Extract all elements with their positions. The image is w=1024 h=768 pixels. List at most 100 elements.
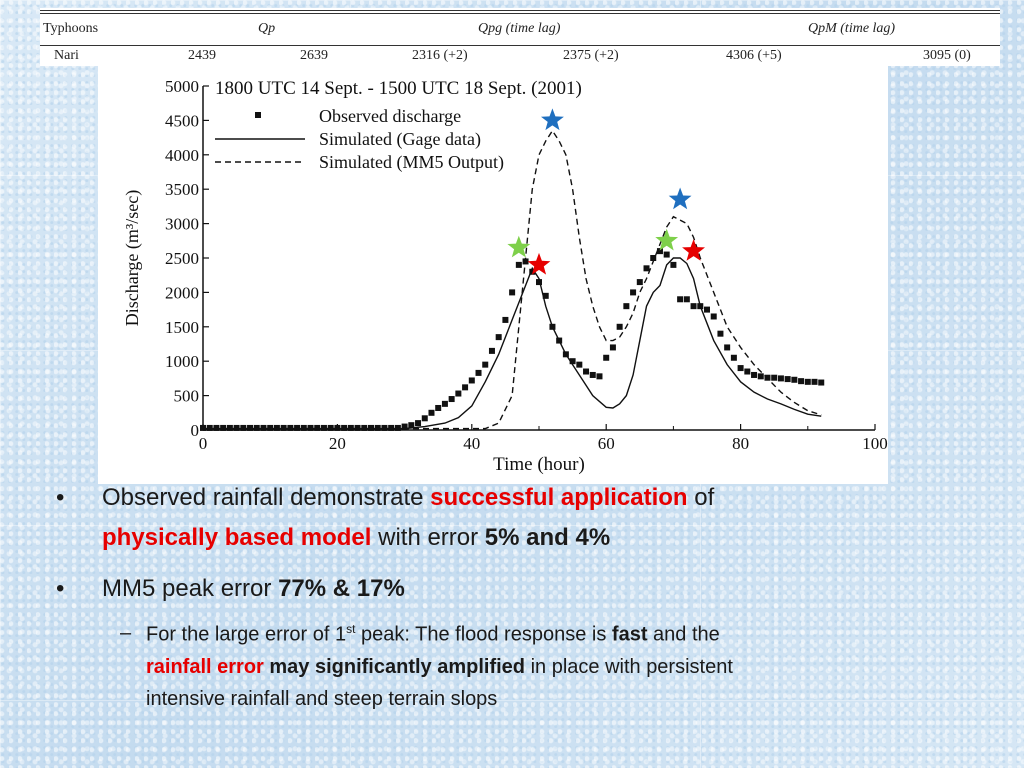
table-header-qpg: Qpg (time lag) <box>478 21 561 36</box>
x-tick-label: 20 <box>329 434 346 453</box>
sub-bullet-item: – <box>120 622 131 645</box>
observed-point <box>751 371 758 378</box>
observed-point <box>623 303 630 310</box>
bullet-emphasis: successful application <box>430 484 688 511</box>
legend-label: Observed discharge <box>319 106 461 126</box>
series-mm5-line <box>203 129 822 430</box>
table-rule <box>40 45 1000 46</box>
peak-star-icon <box>507 235 531 258</box>
bullet-text: with error <box>371 524 485 551</box>
observed-point <box>804 378 811 385</box>
observed-point <box>603 354 610 361</box>
observed-point <box>455 390 462 397</box>
table-cell: 2375 (+2) <box>563 48 619 63</box>
observed-point <box>663 251 670 258</box>
table-cell: 3095 (0) <box>923 48 971 63</box>
legend-label: Simulated (Gage data) <box>319 129 481 150</box>
y-tick-label: 5000 <box>165 77 199 96</box>
sub-bullet-text: and the <box>647 623 720 646</box>
observed-point <box>710 313 717 320</box>
bullet-icon: • <box>56 575 65 602</box>
sub-bullet-line3: intensive rainfall and steep terrain slo… <box>146 688 497 711</box>
peak-star-icon <box>668 187 692 210</box>
sub-bullet-emphasis: rainfall error <box>146 656 264 678</box>
peak-star-icon <box>541 108 564 131</box>
observed-point <box>636 279 643 286</box>
table-cell: 2316 (+2) <box>412 48 468 63</box>
observed-point <box>609 344 616 351</box>
y-tick-label: 3500 <box>165 180 199 199</box>
sub-bullet-text: For the large error of 1 <box>146 623 347 646</box>
observed-point <box>596 373 603 380</box>
observed-point <box>495 334 502 341</box>
bullet-icon: • <box>56 484 65 511</box>
bullet-emphasis: physically based model <box>102 524 372 551</box>
x-axis-label: Time (hour) <box>493 454 585 475</box>
y-tick-label: 0 <box>191 421 200 440</box>
chart-svg: 0500100015002000250030003500400045005000… <box>122 77 888 475</box>
peak-star-icon <box>655 228 679 251</box>
observed-point <box>468 377 475 384</box>
observed-point <box>630 289 637 296</box>
sub-bullet-line2: rainfall error may significantly amplifi… <box>146 656 733 679</box>
table-rule <box>40 13 1000 14</box>
sub-bullet-line1: For the large error of 1st peak: The flo… <box>146 622 720 647</box>
observed-point <box>502 316 509 323</box>
observed-point <box>704 306 710 313</box>
x-tick-label: 40 <box>463 434 480 453</box>
peak-star-icon <box>527 252 551 275</box>
x-tick-label: 100 <box>862 434 888 453</box>
observed-point <box>677 296 684 303</box>
observed-point <box>656 248 663 255</box>
x-tick-label: 80 <box>732 434 749 453</box>
observed-point <box>408 422 415 429</box>
table-row-name: Nari <box>54 48 79 63</box>
table-rule <box>40 10 1000 11</box>
observed-point <box>583 368 590 375</box>
sub-bullet-text: intensive rainfall and steep terrain slo… <box>146 688 498 710</box>
bullet-item-1-line2: physically based model with error 5% and… <box>102 524 610 552</box>
bullet-text: Observed rainfall demonstrate <box>102 484 431 511</box>
observed-point <box>791 376 798 383</box>
bullet-text: MM5 peak error <box>102 575 279 602</box>
observed-point <box>441 400 448 407</box>
observed-point <box>421 415 428 422</box>
y-tick-label: 2500 <box>165 249 199 268</box>
chart-title: 1800 UTC 14 Sept. - 1500 UTC 18 Sept. (2… <box>215 78 582 99</box>
observed-point <box>569 358 576 365</box>
observed-point <box>415 420 422 427</box>
observed-point <box>717 330 724 337</box>
table-cell: 2639 <box>300 48 328 63</box>
table-cell: 2439 <box>188 48 216 63</box>
observed-point <box>475 369 482 376</box>
observed-point <box>515 261 522 268</box>
observed-point <box>401 423 408 430</box>
observed-point <box>771 374 778 381</box>
sub-bullet-emphasis: fast <box>611 623 648 646</box>
observed-point <box>536 279 542 286</box>
observed-point <box>724 344 731 351</box>
observed-point <box>589 371 596 378</box>
peak-star-icon <box>682 239 705 261</box>
table-header-qpm: QpM (time lag) <box>808 21 896 36</box>
observed-point <box>529 268 536 275</box>
y-tick-label: 1000 <box>165 352 199 371</box>
observed-point <box>737 365 744 372</box>
observed-point <box>744 368 751 375</box>
y-axis-label: Discharge (m³/sec) <box>122 190 143 327</box>
observed-point <box>784 376 791 383</box>
dash-icon: – <box>120 622 132 644</box>
bullet-emphasis: 5% and 4% <box>484 524 611 551</box>
table-header-typhoons: Typhoons <box>43 21 99 36</box>
comparison-table: Typhoons Qp Qpg (time lag) QpM (time lag… <box>40 8 1000 66</box>
observed-point <box>488 347 495 354</box>
bullet-text-2: MM5 peak error 77% & 17% <box>102 575 405 603</box>
observed-point <box>482 361 489 368</box>
y-tick-label: 4500 <box>165 111 199 130</box>
table-header-qp: Qp <box>258 21 276 36</box>
observed-point <box>576 361 583 368</box>
y-tick-label: 3000 <box>165 215 199 234</box>
discharge-chart: 0 500 1000 1500 2000 2500 3000 3500 4000 4500 5000… <box>98 66 888 484</box>
y-tick-label: 500 <box>174 387 200 406</box>
sub-bullet-emphasis: may significantly amplified <box>263 656 526 678</box>
